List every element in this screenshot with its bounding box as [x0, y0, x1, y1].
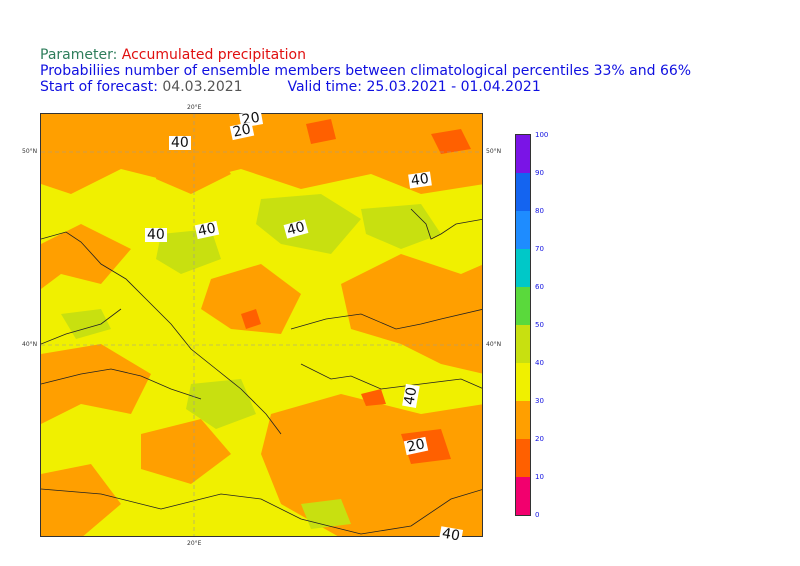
colorbar-tick-label: 0: [535, 511, 540, 519]
colorbar-segment: [516, 439, 530, 477]
colorbar-tick-label: 10: [535, 473, 544, 481]
start-label: Start of forecast:: [40, 79, 158, 95]
lat-label-40-left: 40°N: [22, 341, 38, 348]
contour-label: 40: [145, 227, 167, 243]
valid-value: 25.03.2021 - 01.04.2021: [366, 79, 541, 95]
colorbar-segment: [516, 249, 530, 287]
colorbar-segment: [516, 135, 530, 173]
coastlines: [41, 208, 482, 535]
description: Probabiliies number of ensemble members …: [40, 63, 692, 79]
colorbar-segment: [516, 287, 530, 325]
colorbar-tick-label: 20: [535, 435, 544, 443]
colorbar-tick-label: 80: [535, 207, 544, 215]
lon-label-top: 20°E: [187, 104, 202, 111]
contour-label: 20: [229, 121, 255, 141]
lon-label-bottom: 20°E: [187, 540, 202, 547]
colorbar-segment: [516, 477, 530, 515]
map-svg: [41, 114, 482, 536]
map-header: Parameter: Accumulated precipitation Pro…: [40, 47, 691, 95]
orange-regions: [41, 114, 482, 536]
colorbar-tick-label: 90: [535, 169, 544, 177]
colorbar-tick-label: 40: [535, 359, 544, 367]
lat-label-50-right: 50°N: [486, 148, 502, 155]
graticule: [41, 114, 482, 536]
start-value: 04.03.2021: [162, 79, 243, 95]
colorbar: [515, 134, 531, 516]
contour-label: 40: [194, 220, 220, 240]
green-regions: [61, 194, 441, 529]
contour-label: 40: [438, 525, 463, 545]
colorbar-tick-label: 60: [535, 283, 544, 291]
probability-map: [40, 113, 483, 537]
colorbar-segment: [516, 325, 530, 363]
colorbar-tick-label: 100: [535, 131, 549, 139]
colorbar-segment: [516, 211, 530, 249]
colorbar-segment: [516, 401, 530, 439]
lat-label-40-right: 40°N: [486, 341, 502, 348]
colorbar-tick-label: 30: [535, 397, 544, 405]
contour-label: 20: [403, 436, 429, 456]
colorbar-segment: [516, 173, 530, 211]
parameter-row: Parameter: Accumulated precipitation: [40, 47, 691, 63]
valid-label: Valid time:: [287, 79, 363, 95]
colorbar-tick-label: 70: [535, 245, 544, 253]
contour-label: 40: [408, 170, 432, 190]
colorbar-tick-label: 50: [535, 321, 544, 329]
parameter-label: Parameter:: [40, 47, 118, 63]
parameter-value: Accumulated precipitation: [121, 47, 306, 63]
time-row: Start of forecast: 04.03.2021 Valid time…: [40, 79, 691, 95]
colorbar-segment: [516, 363, 530, 401]
lat-label-50-left: 50°N: [22, 148, 38, 155]
contour-label: 40: [401, 384, 421, 408]
contour-label: 40: [169, 135, 191, 151]
